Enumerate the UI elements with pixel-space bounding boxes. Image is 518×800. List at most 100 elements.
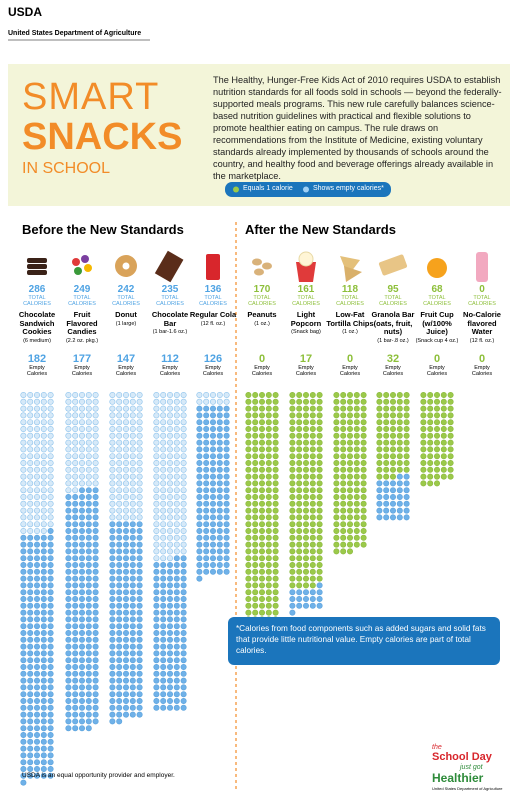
empty-calorie-dot: [167, 629, 174, 636]
calorie-dot: [85, 439, 92, 446]
calorie-dot: [40, 480, 47, 487]
calorie-dot: [109, 459, 116, 466]
empty-calorie-dot: [47, 663, 54, 670]
empty-calorie-dot: [85, 691, 92, 698]
empty-calorie-dot: [65, 691, 72, 698]
calorie-dot: [333, 466, 340, 473]
empty-calorie-dot: [65, 711, 72, 718]
calorie-dot: [360, 391, 367, 398]
empty-calorie-dot: [85, 670, 92, 677]
empty-calorie-dot: [383, 507, 390, 514]
calorie-dot: [333, 439, 340, 446]
calorie-dot: [265, 527, 272, 534]
calorie-dot: [79, 425, 86, 432]
empty-calorie-dot: [40, 745, 47, 752]
calorie-dot: [258, 589, 265, 596]
calorie-dot: [245, 500, 252, 507]
empty-calorie-dot: [203, 541, 210, 548]
empty-calories: 112: [161, 353, 179, 365]
empty-calorie-dot: [27, 650, 34, 657]
empty-calorie-dot: [72, 534, 79, 541]
empty-calorie-dot: [40, 609, 47, 616]
empty-calorie-dot: [65, 493, 72, 500]
empty-calorie-dot: [27, 602, 34, 609]
calorie-dot: [272, 432, 279, 439]
calorie-dot: [79, 453, 86, 460]
calorie-dot: [33, 493, 40, 500]
calorie-dot: [252, 541, 259, 548]
calorie-dot: [20, 425, 27, 432]
empty-calorie-dot: [72, 684, 79, 691]
empty-calorie-dots: [20, 527, 54, 786]
calorie-dot: [340, 480, 347, 487]
calorie-dot: [65, 473, 72, 480]
empty-calorie-dot: [203, 527, 210, 534]
calorie-dot: [309, 466, 316, 473]
calorie-dot: [33, 425, 40, 432]
calorie-dot: [252, 589, 259, 596]
calorie-dot: [296, 575, 303, 582]
calorie-dot: [296, 541, 303, 548]
calorie-dot: [302, 541, 309, 548]
empty-calorie-dot: [40, 650, 47, 657]
calorie-dot: [346, 391, 353, 398]
empty-calorie-dot: [136, 684, 143, 691]
empty-calorie-dot: [383, 493, 390, 500]
empty-calories-label: Empty Calories: [382, 365, 404, 377]
calorie-dot: [316, 391, 323, 398]
calorie-dot: [116, 466, 123, 473]
calorie-dot: [79, 432, 86, 439]
calorie-dot: [258, 507, 265, 514]
calorie-dot: [353, 439, 360, 446]
empty-calorie-dot: [47, 759, 54, 766]
empty-calorie-dot: [109, 602, 116, 609]
calorie-dot: [252, 582, 259, 589]
calorie-dot: [153, 412, 160, 419]
empty-calorie-dot: [72, 629, 79, 636]
calorie-dot: [346, 446, 353, 453]
empty-calorie-dot: [123, 677, 130, 684]
empty-calorie-dot: [79, 561, 86, 568]
icon-peanut: [262, 262, 272, 270]
empty-calorie-dot: [85, 684, 92, 691]
empty-calorie-dot: [47, 595, 54, 602]
calorie-dot: [40, 412, 47, 419]
calorie-dot: [47, 453, 54, 460]
calorie-dot: [47, 419, 54, 426]
calorie-dot: [85, 446, 92, 453]
calorie-dot: [296, 561, 303, 568]
empty-calorie-dot: [129, 711, 136, 718]
empty-calorie-dot: [203, 561, 210, 568]
calorie-dot: [167, 432, 174, 439]
empty-calorie-dot: [136, 616, 143, 623]
calorie-dot: [92, 459, 99, 466]
calorie-dot: [272, 589, 279, 596]
calorie-dot: [333, 521, 340, 528]
calorie-dot: [136, 480, 143, 487]
empty-calorie-dot: [123, 548, 130, 555]
empty-calorie-dot: [33, 738, 40, 745]
calorie-dot: [265, 555, 272, 562]
empty-calorie-dot: [72, 514, 79, 521]
calorie-dot: [65, 419, 72, 426]
empty-calorie-dot: [203, 548, 210, 555]
calorie-dot: [123, 419, 130, 426]
calorie-dot: [153, 555, 160, 562]
calorie-dot: [153, 405, 160, 412]
empty-calorie-dot: [196, 466, 203, 473]
empty-calorie-dot: [223, 507, 230, 514]
empty-calorie-dot: [116, 643, 123, 650]
empty-calorie-dot: [203, 432, 210, 439]
empty-calories: 32: [386, 353, 400, 365]
calorie-dot: [353, 527, 360, 534]
calorie-dot: [129, 398, 136, 405]
empty-calorie-dot: [109, 568, 116, 575]
calorie-dot: [160, 459, 167, 466]
empty-calorie-dot: [27, 623, 34, 630]
empty-calories: 0: [433, 353, 441, 365]
calorie-dot: [346, 493, 353, 500]
empty-calorie-dot: [20, 697, 27, 704]
calorie-dot: [109, 473, 116, 480]
empty-calorie-dot: [196, 527, 203, 534]
calorie-dot: [245, 432, 252, 439]
